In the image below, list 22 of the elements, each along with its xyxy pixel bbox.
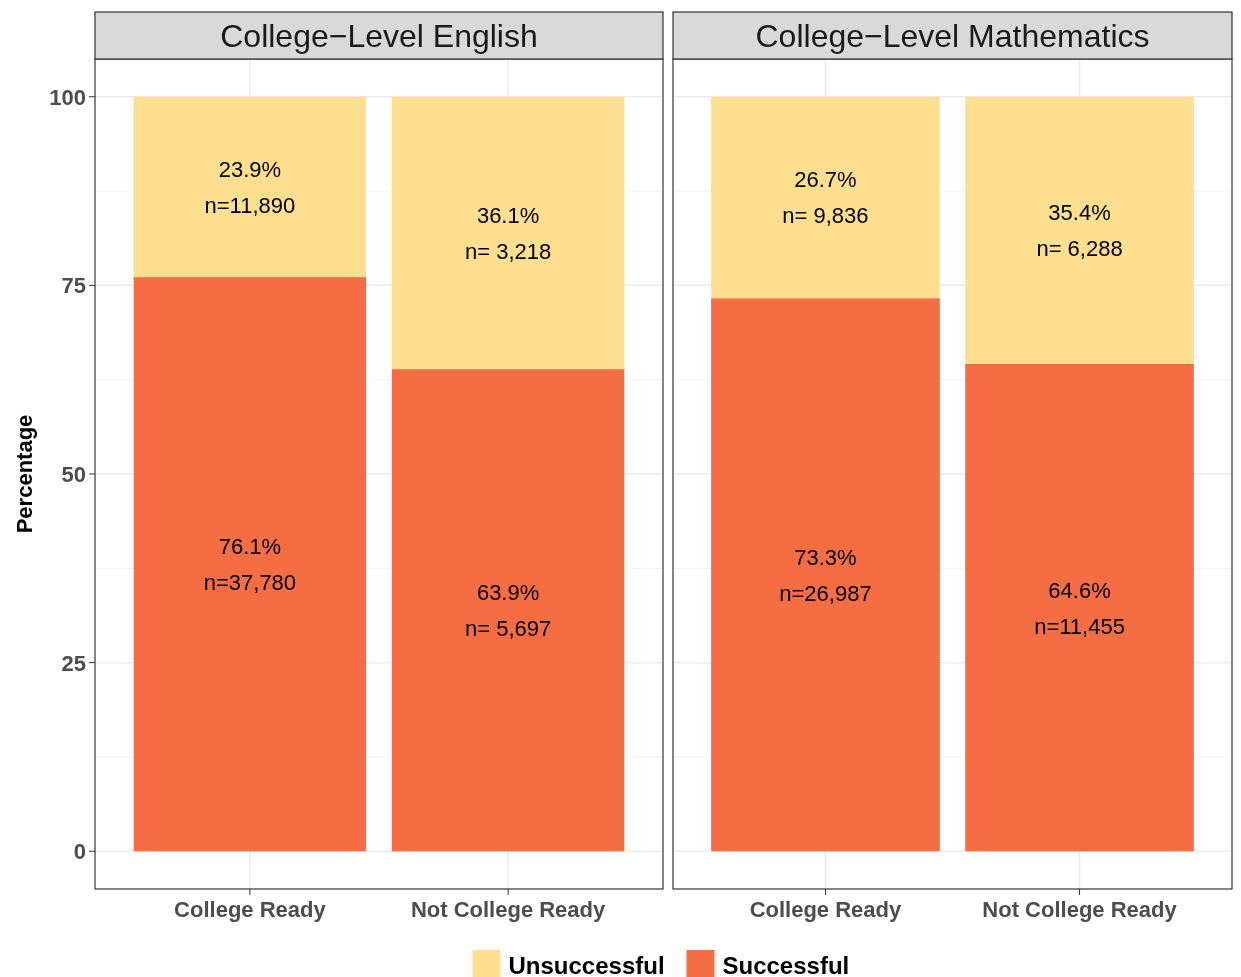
x-tick-label: College Ready [174, 897, 327, 922]
legend-label: Unsuccessful [508, 952, 665, 977]
data-label: 63.9% n= 5,697 [464, 580, 552, 642]
data-label: 76.1% n=37,780 [203, 534, 297, 596]
data-label: 73.3% n=26,987 [779, 544, 872, 606]
y-tick-label: 100 [49, 84, 86, 110]
y-tick-label: 75 [61, 273, 86, 299]
data-label: 36.1% n= 3,218 [464, 202, 552, 264]
data-label: 23.9% n=11,890 [204, 156, 296, 218]
chart-title: College−Level Mathematics [755, 17, 1150, 54]
x-tick-label: Not College Ready [982, 897, 1178, 922]
data-label: 26.7% n= 9,836 [782, 167, 869, 229]
data-label: 64.6% n=11,455 [1034, 577, 1125, 639]
y-tick-label: 0 [73, 839, 86, 865]
chart-title: College−Level English [220, 17, 538, 54]
y-tick-label: 50 [61, 462, 86, 487]
legend-label: Successful [722, 952, 850, 977]
y-tick-label: 25 [61, 650, 86, 676]
y-axis-title: Percentage [12, 414, 37, 534]
data-label: 35.4% n= 6,288 [1036, 200, 1123, 262]
x-tick-label: College Ready [749, 897, 903, 922]
x-tick-label: Not College Ready [410, 897, 607, 922]
